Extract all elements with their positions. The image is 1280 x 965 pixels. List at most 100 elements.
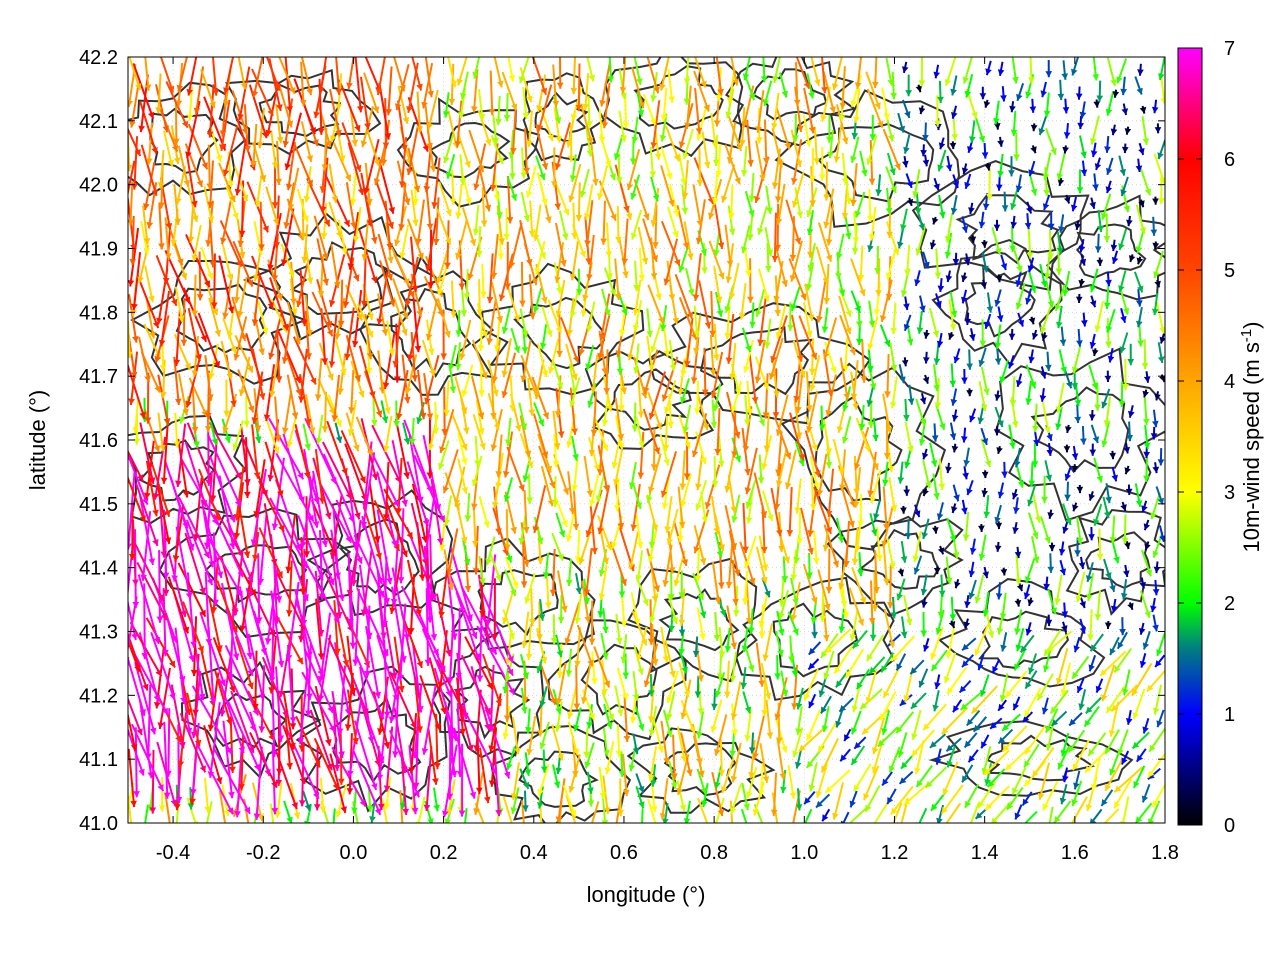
wind-vector [933, 65, 940, 79]
wind-vector [945, 463, 952, 473]
wind-vector [1120, 333, 1128, 354]
wind-vector [1152, 462, 1159, 473]
wind-vector [1020, 812, 1037, 829]
wind-vector [616, 614, 623, 644]
wind-vector [615, 686, 623, 716]
wind-vector [905, 75, 912, 97]
wind-vector [981, 280, 988, 289]
wind-vector [1089, 198, 1096, 209]
wind-vector [454, 467, 465, 506]
wind-vector [872, 45, 879, 88]
wind-vector [459, 320, 470, 360]
wind-vector [1028, 53, 1035, 84]
wind-vector [969, 750, 978, 762]
wind-vector [247, 182, 268, 233]
wind-vector [320, 778, 327, 813]
wind-vector [1032, 748, 1053, 778]
wind-vector [822, 308, 829, 333]
wind-vector [331, 244, 340, 288]
wind-vector [813, 531, 820, 565]
wind-vector [600, 201, 607, 245]
wind-vector [1122, 144, 1129, 154]
wind-vector [1008, 355, 1014, 368]
wind-vector [1041, 517, 1051, 544]
wind-vector [1106, 92, 1113, 116]
wind-vector [199, 313, 221, 368]
wind-vector [825, 629, 850, 653]
wind-vector [994, 220, 1001, 231]
x-tick-label: 0.4 [520, 842, 548, 864]
y-tick-label: 41.0 [79, 813, 118, 835]
wind-vector [1041, 82, 1048, 97]
wind-vector [552, 476, 559, 507]
wind-vector [729, 475, 737, 513]
wind-vector [480, 264, 487, 298]
wind-vector [258, 301, 268, 335]
wind-vector [745, 645, 754, 672]
wind-vector [744, 710, 751, 742]
wind-vector [525, 709, 532, 734]
wind-vector [714, 766, 721, 789]
wind-vector [982, 367, 990, 395]
wind-vector [902, 156, 909, 167]
wind-vector [1125, 466, 1131, 474]
x-tick-label: 1.6 [1061, 842, 1089, 864]
wind-vector [840, 315, 856, 355]
wind-vector [763, 624, 773, 662]
wind-vector [1126, 216, 1133, 226]
wind-vector [1043, 153, 1051, 180]
wind-vector [1025, 213, 1032, 229]
wind-vector [330, 164, 339, 203]
wind-vector [729, 45, 739, 86]
wind-vector [1062, 522, 1068, 534]
wind-vector [487, 253, 494, 303]
wind-vector [933, 474, 940, 500]
wind-vector [883, 666, 900, 698]
wind-vector [1137, 749, 1146, 762]
wind-vector [796, 512, 803, 545]
wind-vector [902, 357, 909, 366]
wind-vector [679, 450, 686, 490]
y-tick-label: 41.8 [79, 302, 118, 324]
wind-vector [861, 339, 868, 383]
wind-vector [530, 48, 548, 95]
wind-vector [1039, 116, 1047, 135]
wind-vector [816, 279, 826, 323]
wind-vector [1121, 579, 1128, 599]
wind-vector [234, 261, 241, 303]
wind-vector [615, 206, 622, 243]
wind-vector [1111, 240, 1118, 251]
wind-vector [969, 120, 976, 142]
wind-vector [884, 354, 891, 398]
contour-line [520, 752, 597, 807]
wind-vector [757, 643, 765, 687]
wind-vector [855, 46, 863, 89]
wind-vector [804, 792, 815, 805]
wind-vector [1105, 621, 1112, 629]
wind-vector [910, 660, 923, 674]
wind-vector [1152, 615, 1159, 632]
wind-vector [745, 481, 755, 509]
wind-vector [1137, 205, 1146, 234]
wind-vector [899, 364, 906, 383]
wind-vector [1078, 279, 1085, 287]
wind-vector [1072, 446, 1079, 460]
wind-vector [920, 612, 927, 637]
wind-vector [533, 205, 541, 241]
colorbar-tick-label: 5 [1224, 260, 1235, 282]
wind-vector [1046, 128, 1057, 155]
wind-vector [1076, 572, 1085, 603]
wind-vector [923, 155, 930, 167]
wind-vector [1137, 64, 1144, 76]
wind-vector [1142, 550, 1152, 576]
wind-vector [1072, 656, 1088, 678]
wind-vector [806, 710, 820, 741]
colorbar-tick-label: 7 [1224, 38, 1235, 60]
wind-vector [886, 248, 896, 279]
wind-vector [1151, 217, 1158, 236]
wind-vector [1119, 617, 1126, 635]
wind-vector [1136, 307, 1143, 327]
x-tick-label: 1.0 [790, 842, 818, 864]
wind-vector [1142, 339, 1149, 369]
wind-vector [844, 729, 850, 741]
